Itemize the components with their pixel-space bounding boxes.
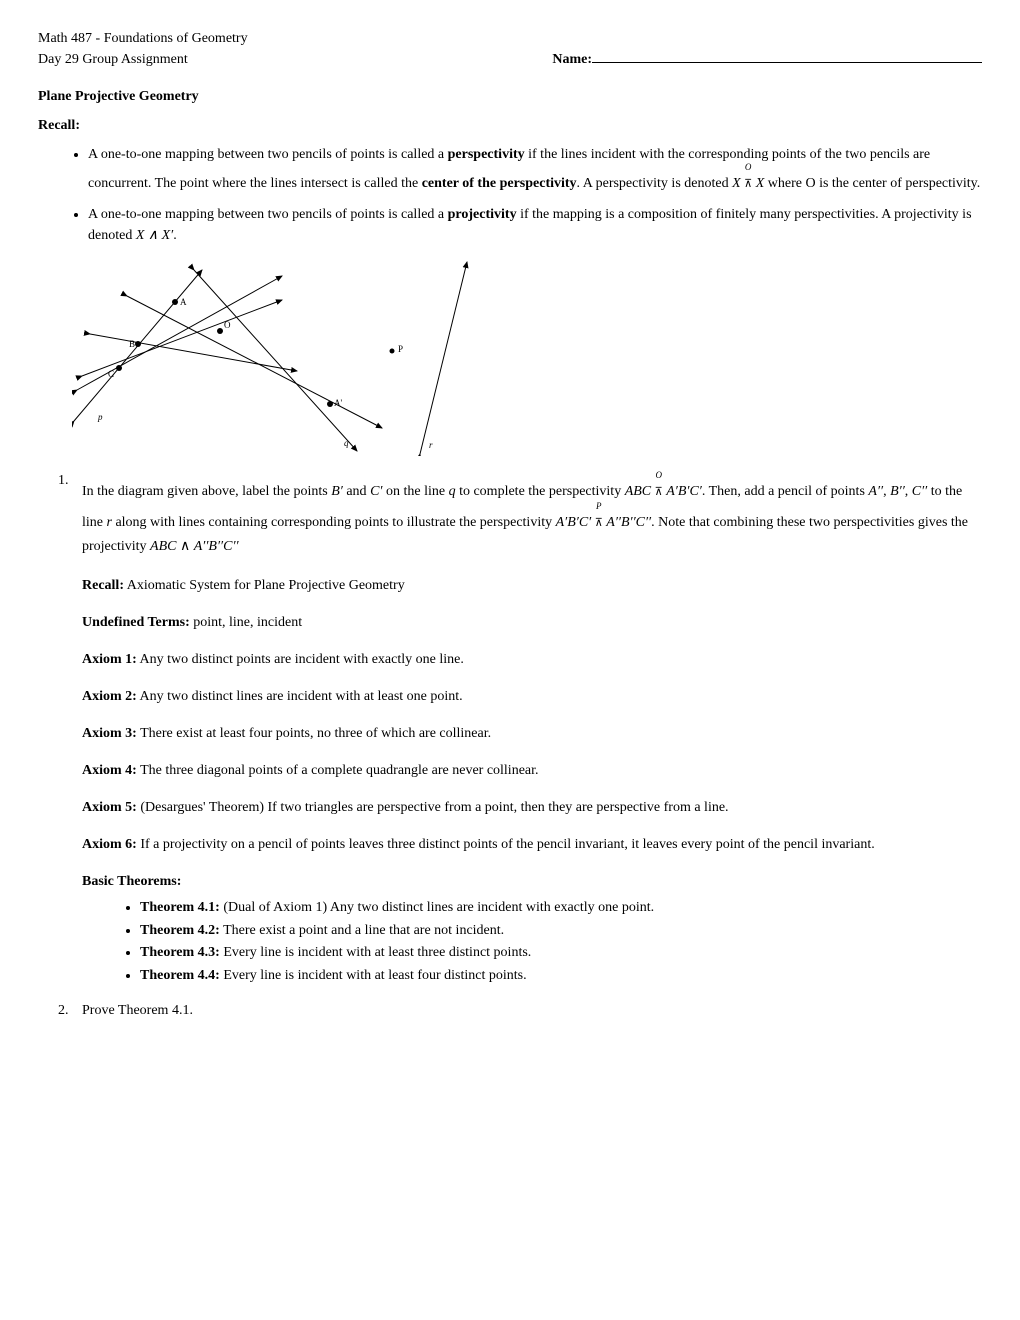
- perspectivity-symbol: P⊼: [595, 503, 603, 535]
- theorem-lead: Theorem 4.1:: [140, 900, 220, 915]
- axiom-2: Axiom 2: Any two distinct lines are inci…: [82, 686, 982, 707]
- term-perspectivity: perspectivity: [448, 147, 525, 162]
- math: ABC: [150, 539, 176, 554]
- math-expr: X ∧ X′: [136, 228, 173, 243]
- basic-theorems-label: Basic Theorems:: [82, 874, 181, 889]
- axiom-lead: Axiom 2:: [82, 689, 137, 704]
- theorem-item: Theorem 4.4: Every line is incident with…: [140, 966, 982, 986]
- theorem-text: Every line is incident with at least fou…: [220, 968, 527, 983]
- over-top: O: [744, 161, 752, 175]
- diagram-label-bigp: P: [398, 344, 403, 354]
- math: A′′B′′C′′: [194, 539, 239, 554]
- theorem-text: There exist a point and a line that are …: [220, 923, 504, 938]
- header-day: Day 29 Group Assignment: [38, 51, 188, 70]
- q2-body: Prove Theorem 4.1.: [82, 1002, 982, 1021]
- math: A′′B′′C′′: [606, 515, 651, 530]
- text: A one-to-one mapping between two pencils…: [88, 207, 448, 222]
- perspectivity-symbol: O⊼: [655, 472, 663, 504]
- diagram-label-r: r: [429, 440, 433, 450]
- math: C′′: [912, 484, 927, 499]
- axiom-1: Axiom 1: Any two distinct points are inc…: [82, 649, 982, 670]
- text: along with lines containing correspondin…: [112, 515, 556, 530]
- diagram-label-c: C: [108, 369, 114, 379]
- text: ,: [905, 484, 912, 499]
- header-course: Math 487 - Foundations of Geometry: [38, 30, 982, 49]
- section-title: Plane Projective Geometry: [38, 88, 982, 107]
- math: A′B′C′: [666, 484, 702, 499]
- theorem-item: Theorem 4.2: There exist a point and a l…: [140, 921, 982, 941]
- undef-tail: point, line, incident: [190, 615, 302, 630]
- recall-bullet-2: A one-to-one mapping between two pencils…: [88, 204, 982, 246]
- math: A′′: [868, 484, 883, 499]
- axiom-text: The three diagonal points of a complete …: [137, 763, 539, 778]
- axiom-6: Axiom 6: If a projectivity on a pencil o…: [82, 834, 982, 855]
- recall2-lead: Recall:: [82, 578, 124, 593]
- theorem-item: Theorem 4.3: Every line is incident with…: [140, 943, 982, 963]
- recall2-tail: Axiomatic System for Plane Projective Ge…: [124, 578, 405, 593]
- text: to complete the perspectivity: [456, 484, 625, 499]
- diagram-label-b: B: [129, 339, 135, 349]
- axiom-text: Any two distinct points are incident wit…: [137, 652, 464, 667]
- q2-number: 2.: [58, 1002, 82, 1021]
- name-label: Name:: [552, 52, 592, 67]
- text: . Then, add a pencil of points: [702, 484, 869, 499]
- math: q: [449, 484, 456, 499]
- diagram-label-p: p: [97, 412, 103, 422]
- theorem-text: Every line is incident with at least thr…: [220, 945, 531, 960]
- q1-body: In the diagram given above, label the po…: [82, 472, 982, 989]
- over-bot: ⊼: [655, 486, 663, 498]
- text: where O is the center of perspectivity.: [764, 176, 980, 191]
- over-bot: ⊼: [595, 517, 603, 529]
- over-top: O: [655, 468, 663, 483]
- diagram-label-ap: A': [334, 398, 342, 408]
- text: A one-to-one mapping between two pencils…: [88, 147, 448, 162]
- wedge-symbol: ∧: [177, 539, 194, 554]
- name-blank-line: [592, 49, 982, 63]
- term-center: center of the perspectivity: [422, 176, 577, 191]
- axiom-lead: Axiom 5:: [82, 800, 137, 815]
- diagram-label-a: A: [180, 297, 187, 307]
- math-x: X: [732, 176, 741, 191]
- axiom-text: (Desargues' Theorem) If two triangles ar…: [137, 800, 729, 815]
- recall-bullet-1: A one-to-one mapping between two pencils…: [88, 144, 982, 194]
- axiom-lead: Axiom 4:: [82, 763, 137, 778]
- diagram-label-q: q: [344, 438, 349, 448]
- text: on the line: [382, 484, 448, 499]
- text: and: [343, 484, 370, 499]
- axiom-lead: Axiom 1:: [82, 652, 137, 667]
- axiom-3: Axiom 3: There exist at least four point…: [82, 723, 982, 744]
- theorem-lead: Theorem 4.3:: [140, 945, 220, 960]
- math: A′B′C′: [556, 515, 592, 530]
- q1-number: 1.: [58, 472, 82, 989]
- axiom-text: There exist at least four points, no thr…: [137, 726, 491, 741]
- axiom-text: Any two distinct lines are incident with…: [137, 689, 463, 704]
- over-bot: ⊼: [744, 178, 752, 190]
- text: . A perspectivity is denoted: [577, 176, 733, 191]
- axiom-text: If a projectivity on a pencil of points …: [137, 837, 875, 852]
- axiom-4: Axiom 4: The three diagonal points of a …: [82, 760, 982, 781]
- math: C′: [370, 484, 382, 499]
- diagram-label-o: O: [224, 320, 231, 330]
- theorem-text: (Dual of Axiom 1) Any two distinct lines…: [220, 900, 654, 915]
- axiom-lead: Axiom 6:: [82, 837, 137, 852]
- axiom-5: Axiom 5: (Desargues' Theorem) If two tri…: [82, 797, 982, 818]
- math-x: X: [756, 176, 765, 191]
- undef-lead: Undefined Terms:: [82, 615, 190, 630]
- axiom-lead: Axiom 3:: [82, 726, 137, 741]
- text: In the diagram given above, label the po…: [82, 484, 331, 499]
- math: B′′: [890, 484, 905, 499]
- math: ABC: [625, 484, 651, 499]
- theorem-item: Theorem 4.1: (Dual of Axiom 1) Any two d…: [140, 898, 982, 918]
- math: B′: [331, 484, 343, 499]
- term-projectivity: projectivity: [448, 207, 517, 222]
- text: .: [173, 228, 177, 243]
- perspectivity-symbol: O⊼: [744, 165, 752, 194]
- theorem-lead: Theorem 4.2:: [140, 923, 220, 938]
- over-top: P: [595, 499, 603, 514]
- perspectivity-diagram: A B C O A' p q r P: [72, 256, 482, 456]
- recall-label: Recall:: [38, 117, 982, 136]
- theorem-lead: Theorem 4.4:: [140, 968, 220, 983]
